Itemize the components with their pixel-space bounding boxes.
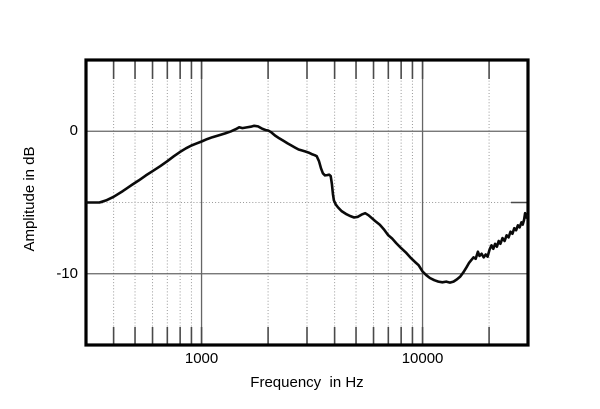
y-tick-label-0db: 0: [69, 122, 78, 140]
y-axis-label: Amplitude in dB: [21, 145, 38, 252]
x-tick-label-1000hz: 1000: [184, 350, 219, 367]
y-tick-label-minus10db: -10: [56, 264, 78, 282]
x-tick-label-10000hz: 10000: [401, 350, 444, 367]
response-curve: [86, 124, 529, 284]
x-axis-label: Frequency in Hz: [250, 374, 364, 391]
